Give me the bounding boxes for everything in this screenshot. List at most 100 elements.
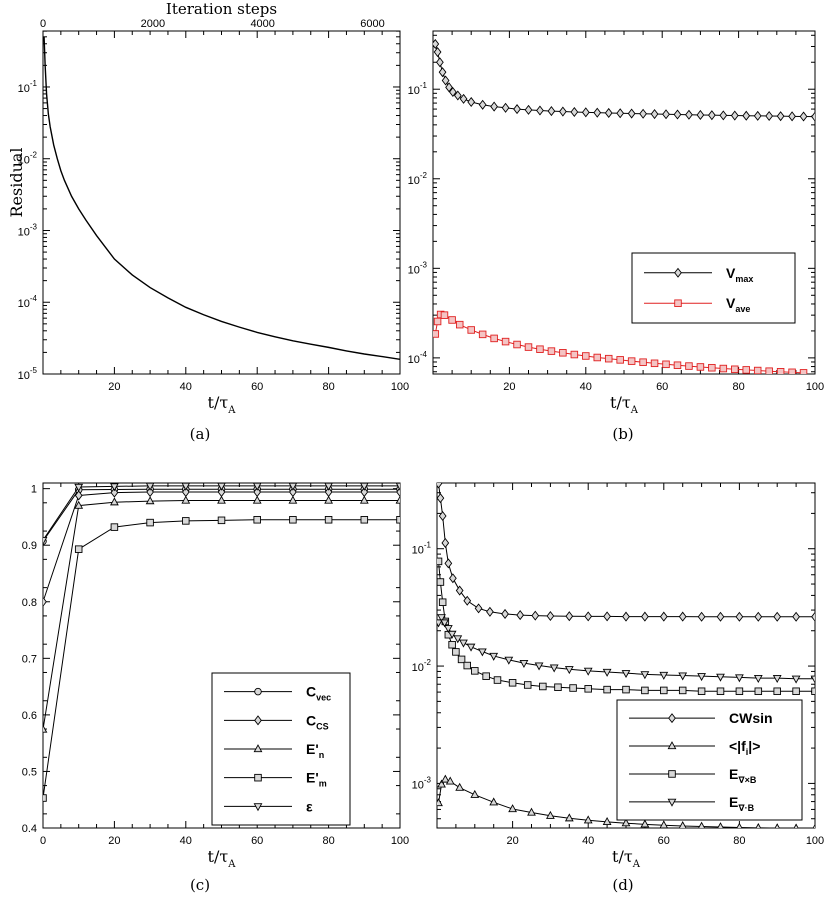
y-tick-label: 10-1 <box>18 79 38 95</box>
data-point <box>438 510 447 522</box>
data-point <box>774 823 780 828</box>
legend-name: CWsin <box>729 710 773 726</box>
x-tick-label: 20 <box>108 381 120 393</box>
data-point <box>181 495 191 504</box>
y-tick-exponent: -1 <box>30 79 38 88</box>
data-point <box>707 110 716 121</box>
data-point <box>776 368 785 374</box>
data-point <box>527 807 536 816</box>
x-tick-label: 80 <box>322 381 334 393</box>
data-point <box>716 673 725 682</box>
data-point <box>477 648 487 657</box>
data-point <box>437 578 445 586</box>
legend-marker <box>674 299 682 307</box>
x-tick-label: 100 <box>391 835 409 847</box>
data-point <box>593 107 602 118</box>
data-point <box>549 664 559 673</box>
chart-panel-d: 20 40 60 80 10010-110-210-3t/τA(d)CWsin<|fi|… <box>412 482 824 894</box>
legend-marker <box>674 267 682 278</box>
data-point <box>74 545 83 553</box>
data-point <box>74 490 83 501</box>
data-point <box>604 107 613 118</box>
data-point <box>437 619 443 628</box>
data-point <box>459 93 468 104</box>
series-line <box>43 36 400 361</box>
data-point <box>433 317 442 326</box>
data-point <box>754 687 763 696</box>
data-point <box>457 655 466 664</box>
data-point <box>678 821 687 828</box>
y-tick-label: 10-3 <box>408 260 428 276</box>
data-point <box>459 639 468 648</box>
y-tick-label: 10-2 <box>412 658 432 674</box>
data-point <box>810 675 815 684</box>
data-point <box>792 611 800 622</box>
data-point <box>621 818 631 827</box>
data-point <box>145 483 155 491</box>
legend: CWsin<|fi|>E∇×BE∇·B <box>616 699 803 821</box>
y-tick-label: 10-4 <box>18 294 38 310</box>
x-tick-label: 80 <box>322 835 334 847</box>
y-tick-exponent: -2 <box>424 658 432 667</box>
data-point <box>43 537 48 546</box>
data-point <box>641 611 649 622</box>
data-point <box>252 495 262 504</box>
data-point <box>467 326 475 334</box>
series-1 <box>43 487 400 607</box>
y-tick-label: 10-2 <box>408 171 428 187</box>
top-tick-label: 2000 <box>141 18 165 30</box>
panel-caption: (a) <box>190 425 211 443</box>
legend-marker <box>254 715 262 726</box>
data-point <box>696 363 705 371</box>
data-point <box>74 483 84 492</box>
series-3 <box>43 516 400 802</box>
data-point <box>717 822 724 828</box>
x-tick-label: 20 <box>506 835 518 847</box>
x-tick-label: 100 <box>806 381 824 393</box>
series-3 <box>437 614 815 684</box>
series-4 <box>43 483 400 546</box>
y-tick-base: 10 <box>412 779 424 791</box>
y-tick-label: 0.6 <box>22 710 37 722</box>
y-tick-label: 10-3 <box>18 222 38 238</box>
data-point <box>437 614 446 623</box>
data-point <box>531 610 540 621</box>
data-point <box>583 815 593 824</box>
data-point <box>445 82 453 93</box>
legend-name: <|f <box>729 738 746 754</box>
legend-entry: E'm <box>306 770 327 789</box>
data-point <box>324 516 333 524</box>
chart-panel-b: 20 40 60 80 10010-110-210-310-4t/τA(b)VmaxVa… <box>408 30 824 443</box>
legend-sub: ∇·B <box>738 803 754 813</box>
series-line <box>43 491 400 602</box>
data-point <box>735 674 744 683</box>
data-point <box>719 110 728 121</box>
data-point <box>716 687 725 696</box>
data-point <box>324 483 333 491</box>
data-point <box>508 804 517 813</box>
data-point <box>440 311 449 319</box>
data-point <box>441 537 450 548</box>
data-point <box>730 110 739 121</box>
data-point <box>640 819 650 828</box>
data-point <box>753 366 762 374</box>
data-point <box>773 687 781 696</box>
data-point <box>449 573 457 584</box>
data-point <box>217 516 226 525</box>
data-point <box>433 47 442 58</box>
data-point <box>490 334 498 343</box>
legend-marker <box>253 803 263 812</box>
y-tick-label: 10-3 <box>412 775 432 791</box>
legend-box <box>631 252 796 324</box>
data-point <box>447 630 457 639</box>
x-tick-label: 40 <box>180 835 192 847</box>
legend-sub: ∇×B <box>738 775 757 785</box>
data-point <box>565 611 574 622</box>
y-tick-base: 10 <box>408 264 420 276</box>
legend-prime: ' <box>315 770 318 786</box>
data-point <box>754 611 763 622</box>
legend-name-after: |> <box>748 738 760 754</box>
data-point <box>753 674 763 683</box>
data-point <box>659 611 668 622</box>
data-point <box>482 672 490 680</box>
